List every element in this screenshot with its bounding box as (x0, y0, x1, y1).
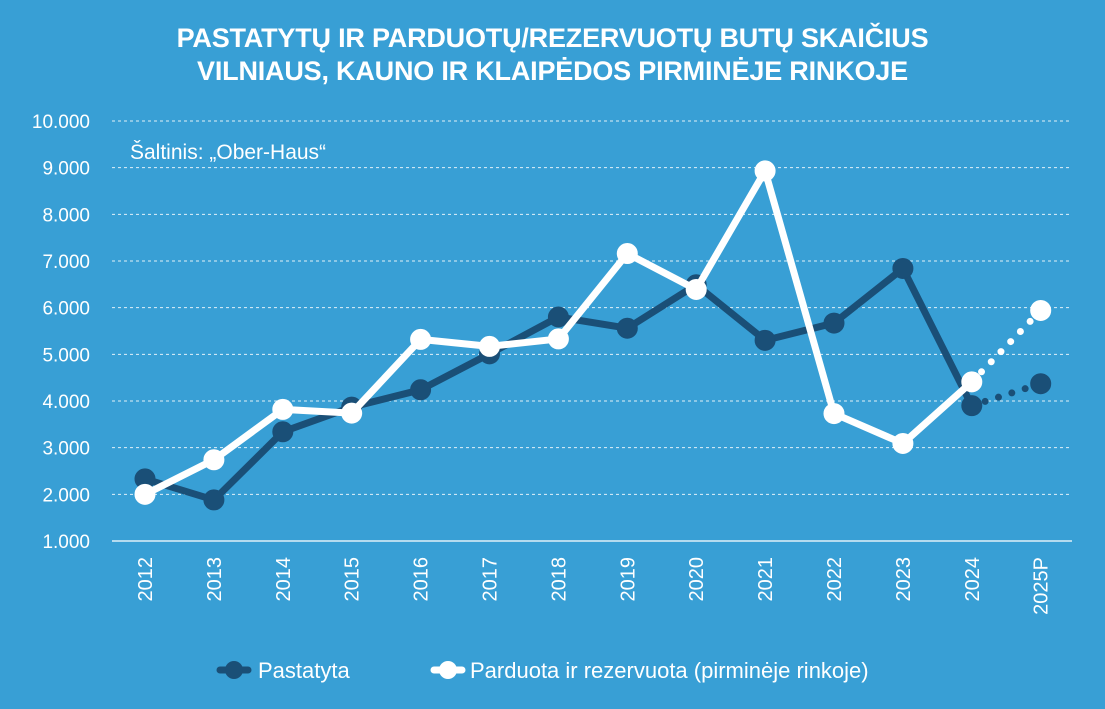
y-tick-label: 10.000 (32, 112, 90, 133)
data-point (1030, 373, 1052, 395)
data-point (203, 489, 225, 511)
y-tick-label: 7.000 (42, 252, 90, 273)
y-axis-ticks: 1.000 2.000 3.000 4.000 5.000 6.000 7.000 8.000… (32, 112, 90, 553)
x-axis-ticks: 2012 2013 2014 2015 2016 2017 2018 2019 2020 2021… (135, 557, 1053, 615)
chart-title-line-2: VILNIAUS, KAUNO IR KLAIPĖDOS PIRMINĖJE R… (197, 56, 908, 86)
grid-lines (112, 120, 1072, 542)
y-tick-label: 4.000 (42, 392, 90, 413)
x-tick-label: 2018 (548, 557, 570, 602)
x-tick-label: 2021 (755, 557, 777, 602)
x-tick-label: 2017 (480, 557, 502, 602)
data-point (410, 328, 432, 350)
legend-item: Pastatyta (216, 658, 350, 683)
data-point (892, 432, 914, 454)
data-point (410, 379, 432, 401)
data-point (754, 329, 776, 351)
data-point (547, 306, 569, 328)
data-point (961, 371, 983, 393)
y-tick-label: 6.000 (42, 299, 90, 320)
y-tick-label: 8.000 (42, 205, 90, 226)
x-tick-label: 2022 (824, 557, 846, 602)
y-tick-label: 9.000 (42, 159, 90, 180)
data-point (547, 328, 569, 350)
data-point (754, 160, 776, 182)
x-tick-label: 2014 (273, 557, 295, 602)
legend-item: Parduota ir rezervuota (pirminėje rinkoj… (430, 658, 869, 683)
legend-marker (225, 661, 243, 679)
y-tick-label: 5.000 (42, 345, 90, 366)
data-point (134, 483, 156, 505)
x-tick-label: 2020 (686, 557, 708, 602)
x-tick-label: 2025P (1031, 557, 1053, 615)
x-tick-label: 2013 (204, 557, 226, 602)
chart-title: PASTATYTŲ IR PARDUOTŲ/REZERVUOTŲ BUTŲ SK… (0, 22, 1105, 88)
data-point (1030, 299, 1052, 321)
data-point (272, 421, 294, 443)
x-tick-label: 2016 (411, 557, 433, 602)
series-layer (134, 160, 1052, 511)
series-line (141, 264, 976, 504)
data-point (616, 317, 638, 339)
y-tick-label: 2.000 (42, 485, 90, 506)
data-point (272, 398, 294, 420)
x-tick-label: 2023 (893, 557, 915, 602)
data-point (616, 243, 638, 265)
data-point (341, 402, 363, 424)
y-tick-label: 1.000 (42, 532, 90, 553)
x-tick-label: 2019 (617, 557, 639, 602)
projection-line (968, 306, 1045, 386)
data-point (685, 278, 707, 300)
legend: Pastatyta Parduota ir rezervuota (pirminė… (216, 658, 869, 683)
legend-label: Pastatyta (258, 658, 350, 683)
y-tick-label: 3.000 (42, 439, 90, 460)
series-sold (134, 160, 1052, 505)
data-point (479, 335, 500, 357)
data-point (823, 312, 845, 334)
data-point (203, 449, 225, 471)
source-note: Šaltinis: „Ober-Haus“ (130, 141, 326, 164)
chart-title-line-1: PASTATYTŲ IR PARDUOTŲ/REZERVUOTŲ BUTŲ SK… (176, 23, 929, 53)
data-point (961, 395, 983, 417)
data-point (823, 403, 845, 425)
x-tick-label: 2024 (962, 557, 984, 602)
projection-line (968, 380, 1045, 410)
legend-marker (439, 661, 457, 679)
legend-label: Parduota ir rezervuota (pirminėje rinkoj… (470, 658, 869, 683)
x-tick-label: 2015 (342, 557, 364, 602)
x-tick-label: 2012 (135, 557, 157, 602)
data-point (892, 257, 914, 279)
